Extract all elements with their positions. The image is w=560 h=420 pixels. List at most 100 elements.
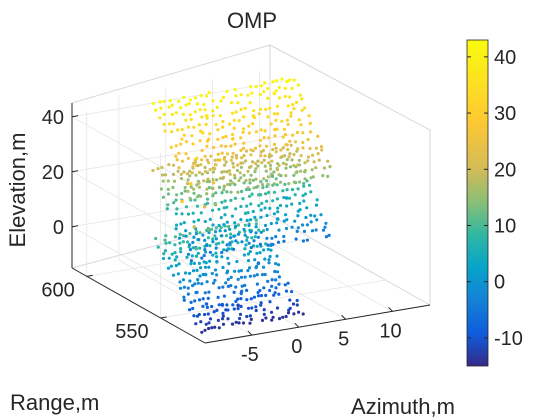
scatter-point <box>254 308 258 313</box>
scatter-point <box>211 253 215 257</box>
scatter-point <box>205 280 209 284</box>
scatter-point <box>272 212 276 216</box>
scatter-point <box>249 153 253 157</box>
scatter-point <box>301 146 305 150</box>
scatter-point <box>198 246 202 250</box>
scatter-point <box>186 125 190 129</box>
scatter-point <box>303 192 308 196</box>
scatter-point <box>197 298 202 302</box>
scatter-point <box>297 118 301 122</box>
scatter-point <box>196 251 200 255</box>
scatter-point <box>236 277 240 281</box>
scatter-point <box>251 160 255 164</box>
scatter-point <box>226 256 230 260</box>
scatter-point <box>254 218 258 222</box>
scatter-point <box>292 78 296 82</box>
scatter-point <box>327 233 331 237</box>
y-tick-mark <box>86 274 93 277</box>
scatter-point <box>226 277 230 281</box>
scatter-point <box>215 308 219 312</box>
scatter-point <box>262 265 266 269</box>
scatter-point <box>174 144 178 148</box>
scatter-point <box>296 147 300 151</box>
y-axis-ticks: 550 600 <box>41 274 167 343</box>
scatter-point <box>234 239 238 243</box>
scatter-point <box>226 308 230 312</box>
scatter-point <box>218 229 222 233</box>
scatter-point <box>210 304 214 309</box>
scatter-point <box>214 246 218 250</box>
scatter-point <box>211 181 216 185</box>
scatter-point <box>225 190 229 194</box>
scatter-point <box>225 89 229 94</box>
scatter-point <box>268 206 272 210</box>
scatter-point <box>188 98 192 102</box>
scatter-point <box>288 298 292 302</box>
scatter-point <box>264 169 268 173</box>
scatter-point <box>179 172 183 176</box>
scatter-point <box>295 298 299 303</box>
scatter-point <box>293 219 297 223</box>
scatter-point <box>256 235 260 239</box>
scatter-point <box>204 122 208 126</box>
scatter-point <box>283 86 287 90</box>
scatter-point <box>192 235 196 239</box>
scatter-point <box>230 214 234 218</box>
scatter-point <box>315 198 319 202</box>
scatter-point <box>204 302 209 306</box>
scatter-point <box>239 204 243 209</box>
scatter-point <box>253 161 258 166</box>
scatter-point <box>246 186 250 190</box>
scatter-point <box>242 253 246 257</box>
y-gridline <box>86 111 312 277</box>
scatter-point <box>247 223 251 228</box>
scatter-point <box>162 112 166 116</box>
scatter-point <box>309 190 313 194</box>
scatter-point <box>275 221 279 225</box>
scatter-point <box>232 290 236 294</box>
scatter-point <box>301 140 305 145</box>
scatter-point <box>207 90 211 95</box>
scatter-point <box>168 99 172 103</box>
scatter-point <box>211 223 215 227</box>
scatter-point <box>224 134 228 139</box>
scatter-point <box>194 246 198 251</box>
scatter-point <box>297 310 301 314</box>
scatter-point <box>249 202 253 206</box>
scatter-point <box>266 161 271 165</box>
scatter-point <box>211 109 215 113</box>
scatter-point <box>167 256 171 260</box>
scatter-point <box>200 282 204 286</box>
scatter-point <box>324 235 328 239</box>
scatter-point <box>200 172 204 176</box>
scatter-point <box>189 262 193 266</box>
scatter-point <box>173 243 177 247</box>
scatter-point <box>250 91 254 95</box>
scatter-point <box>224 160 228 164</box>
scatter-point <box>199 320 203 324</box>
scatter-point <box>301 131 305 135</box>
scatter-point <box>181 278 185 282</box>
scatter-point <box>227 261 231 266</box>
scatter-point <box>167 105 171 109</box>
scatter-point <box>207 321 211 325</box>
scatter-point <box>261 229 266 233</box>
scatter-point <box>165 207 169 211</box>
scatter-point <box>277 96 282 100</box>
scatter-point <box>178 232 182 236</box>
scatter-point <box>309 220 313 224</box>
scatter-point <box>221 265 225 270</box>
scatter-point <box>280 77 284 81</box>
scatter-point <box>236 241 240 245</box>
scatter-point <box>266 96 270 100</box>
colorbar-ticks: -10 0 10 20 30 40 <box>467 47 523 350</box>
scatter-point <box>276 206 280 210</box>
scatter-point <box>301 312 305 316</box>
scatter-point <box>205 192 209 196</box>
scatter-point <box>314 203 319 207</box>
scatter-point <box>229 236 233 240</box>
y-axis-label: Range,m <box>10 390 99 415</box>
scatter-point <box>216 128 220 132</box>
colorbar-tick-label: -10 <box>494 328 523 350</box>
